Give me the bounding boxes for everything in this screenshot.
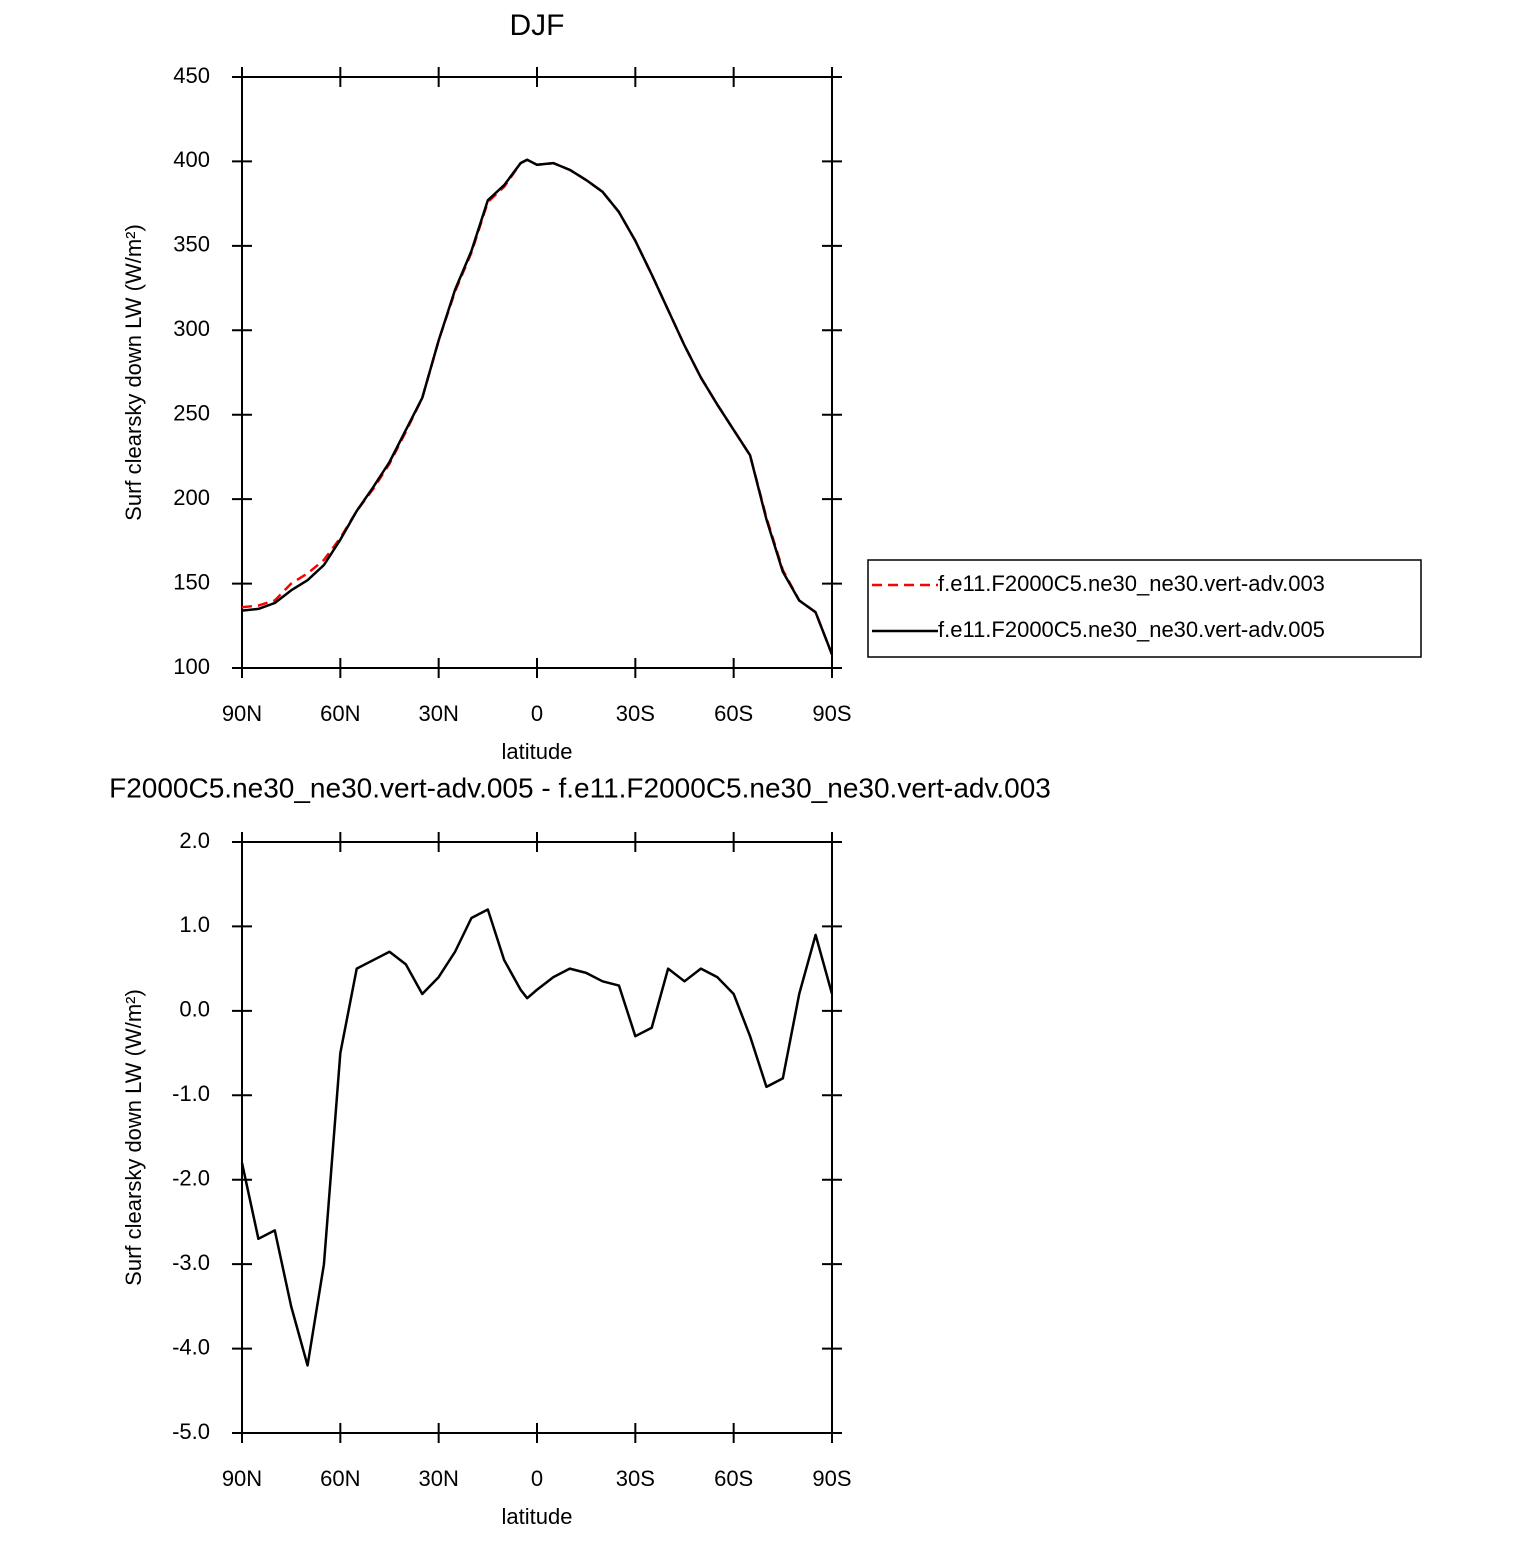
x-axis-label: latitude <box>502 739 573 764</box>
data-line <box>241 158 834 655</box>
y-tick-label: -2.0 <box>172 1166 210 1191</box>
chart-title: DJF <box>510 9 565 42</box>
y-tick-label: -3.0 <box>172 1250 210 1275</box>
x-tick-label: 60S <box>714 1466 753 1491</box>
chart-title: F2000C5.ne30_ne30.vert-adv.005 - f.e11.F… <box>109 772 1051 803</box>
x-tick-label: 90S <box>812 1466 851 1491</box>
y-tick-label: 150 <box>173 569 210 594</box>
legend-box <box>867 559 1422 658</box>
y-tick-label: 400 <box>173 147 210 172</box>
x-tick-label: 90N <box>222 1466 262 1491</box>
x-tick-label: 60S <box>714 701 753 726</box>
data-line <box>241 158 834 655</box>
legend-label: f.e11.F2000C5.ne30_ne30.vert-adv.005 <box>938 617 1325 642</box>
x-tick-label: 0 <box>531 1466 543 1491</box>
y-tick-label: 250 <box>173 401 210 426</box>
x-tick-label: 60N <box>320 701 360 726</box>
x-tick-label: 90N <box>222 701 262 726</box>
data-line <box>240 908 834 1367</box>
x-tick-label: 0 <box>531 701 543 726</box>
y-tick-label: -1.0 <box>172 1081 210 1106</box>
x-tick-label: 30N <box>418 701 458 726</box>
y-axis-label: Surf clearsky down LW (W/m²) <box>121 989 146 1286</box>
plot-frame <box>241 76 833 669</box>
x-tick-label: 90S <box>812 701 851 726</box>
x-tick-label: 60N <box>320 1466 360 1491</box>
y-tick-label: 0.0 <box>179 997 210 1022</box>
y-tick-label: 350 <box>173 232 210 257</box>
y-tick-label: 100 <box>173 654 210 679</box>
y-tick-label: 450 <box>173 63 210 88</box>
y-tick-label: -4.0 <box>172 1334 210 1359</box>
x-axis-label: latitude <box>502 1504 573 1529</box>
x-tick-label: 30N <box>418 1466 458 1491</box>
plot-frame <box>241 841 833 1434</box>
y-tick-label: -5.0 <box>172 1419 210 1444</box>
y-tick-label: 2.0 <box>179 828 210 853</box>
y-tick-label: 1.0 <box>179 912 210 937</box>
y-tick-label: 200 <box>173 485 210 510</box>
x-tick-label: 30S <box>616 701 655 726</box>
legend-label: f.e11.F2000C5.ne30_ne30.vert-adv.003 <box>938 571 1325 596</box>
x-tick-label: 30S <box>616 1466 655 1491</box>
y-tick-label: 300 <box>173 316 210 341</box>
y-axis-label: Surf clearsky down LW (W/m²) <box>121 224 146 521</box>
